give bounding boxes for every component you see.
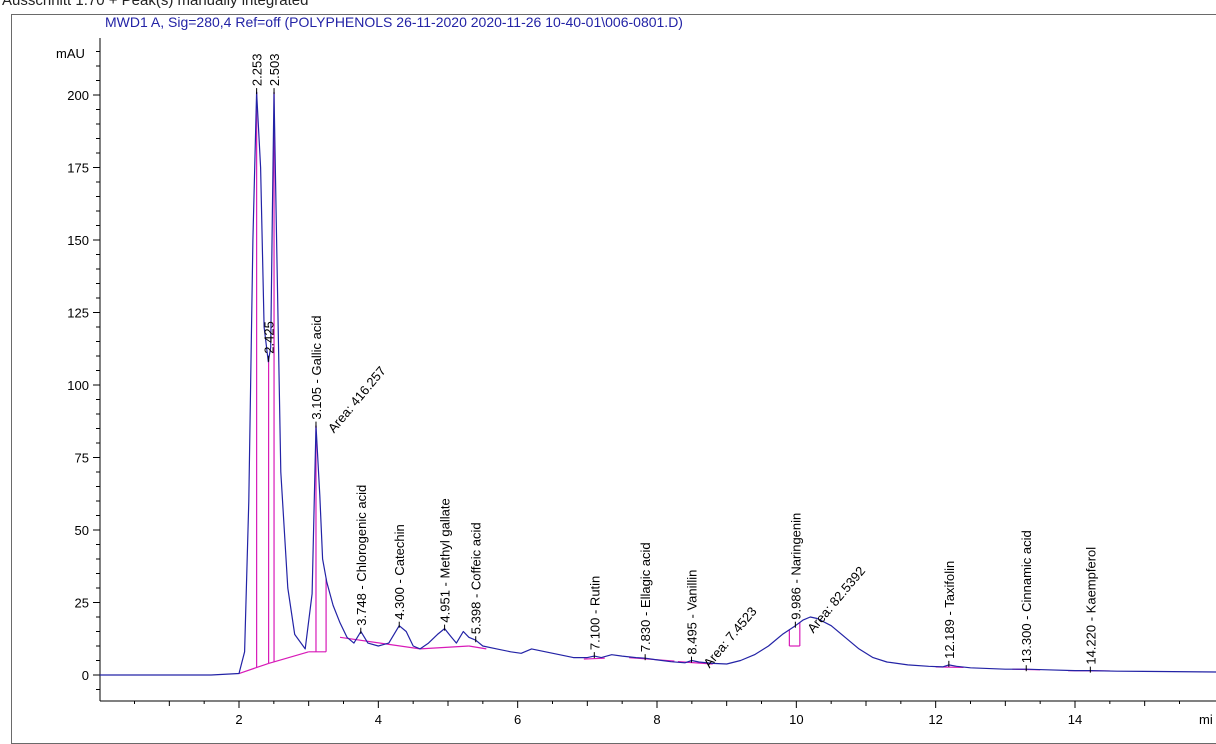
peak-label: 2.503 xyxy=(267,54,282,87)
y-tick-label: 200 xyxy=(67,88,89,103)
peak-label: 3.105 - Gallic acid xyxy=(309,316,324,420)
peak-area-label: Area: 416.257 xyxy=(325,363,389,435)
signal-trace xyxy=(100,92,1216,675)
peak-label: 7.830 - Ellagic acid xyxy=(638,542,653,652)
x-tick-label: 4 xyxy=(375,712,382,727)
y-tick-label: 175 xyxy=(67,161,89,176)
y-tick-label: 25 xyxy=(75,596,89,611)
baseline-segment xyxy=(420,646,469,649)
y-tick-label: 50 xyxy=(75,523,89,538)
peak-area-label: Area: 82.5392 xyxy=(804,563,868,635)
peak-label: 2.253 xyxy=(250,54,265,87)
peak-area-label: Area: 7.4523 xyxy=(700,604,759,671)
baseline-segment xyxy=(239,663,269,673)
peak-label: 4.951 - Methyl gallate xyxy=(438,498,453,622)
y-tick-label: 150 xyxy=(67,233,89,248)
x-tick-label: 8 xyxy=(653,712,660,727)
peak-label: 13.300 - Cinnamic acid xyxy=(1019,530,1034,663)
x-tick-label: 12 xyxy=(928,712,942,727)
peak-label: 4.300 - Catechin xyxy=(392,524,407,619)
y-tick-label: 125 xyxy=(67,306,89,321)
peak-label: 8.495 - Vanillin xyxy=(684,570,699,655)
y-tick-label: 0 xyxy=(82,668,89,683)
peak-label: 5.398 - Coffeic acid xyxy=(469,522,484,634)
y-tick-label: 75 xyxy=(75,451,89,466)
trace-layer xyxy=(100,92,1216,675)
baseline-segment xyxy=(584,658,605,659)
x-axis-label: mi xyxy=(1199,712,1213,727)
y-tick-label: 100 xyxy=(67,378,89,393)
peak-label: 3.748 - Chlorogenic acid xyxy=(354,485,369,626)
x-tick-label: 14 xyxy=(1068,712,1082,727)
x-tick-label: 10 xyxy=(789,712,803,727)
peak-label: 14.220 - Kaempferol xyxy=(1083,547,1098,665)
baseline-segment xyxy=(340,637,420,649)
peak-label: 12.189 - Taxifolin xyxy=(942,561,957,659)
x-tick-label: 6 xyxy=(514,712,521,727)
x-tick-label: 2 xyxy=(235,712,242,727)
peak-label: 7.100 - Rutin xyxy=(587,576,602,650)
peak-label: 9.986 - Naringenin xyxy=(788,513,803,620)
peak-label: 2.425 xyxy=(262,321,277,354)
